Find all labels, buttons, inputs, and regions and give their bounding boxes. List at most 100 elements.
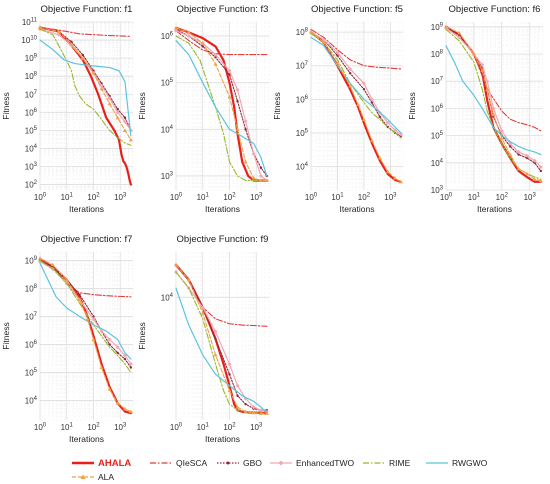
grid <box>175 252 270 420</box>
data-point <box>128 362 133 366</box>
data-point <box>186 34 191 39</box>
y-tick-label: 108 <box>25 284 38 294</box>
series-ala <box>444 24 543 183</box>
data-point <box>370 101 374 104</box>
x-tick-label: 101 <box>197 193 210 203</box>
legend-item-qiesca: QIeSCA <box>150 458 208 468</box>
y-tick-label: 106 <box>161 32 174 42</box>
data-point <box>200 310 205 315</box>
data-point <box>398 179 403 184</box>
series-rwgwo <box>175 39 268 177</box>
legend-label: RIME <box>389 458 411 468</box>
data-point <box>480 68 485 72</box>
legend-item-gbo: GBO <box>217 458 262 468</box>
data-point <box>108 343 111 346</box>
x-tick-label: 100 <box>170 423 183 433</box>
series-line <box>39 257 132 298</box>
legend-marker <box>278 460 284 466</box>
data-point <box>361 117 366 122</box>
legend-label: GBO <box>243 458 262 468</box>
series-rime <box>175 35 268 182</box>
y-tick-label: 108 <box>296 28 309 38</box>
series-line <box>39 28 132 146</box>
legend-marker <box>226 461 230 465</box>
chart-title: Objective Function: f6 <box>449 4 541 15</box>
x-axis-label: Iterations <box>69 434 104 444</box>
chart-title: Objective Function: f9 <box>177 234 269 245</box>
data-point <box>50 262 55 267</box>
series-line <box>445 28 542 180</box>
series-line <box>39 257 132 413</box>
legend-label: ALA <box>98 472 114 482</box>
data-point <box>99 365 104 369</box>
x-axis-label: Iterations <box>205 434 240 444</box>
data-point <box>128 409 133 414</box>
data-point <box>227 68 232 73</box>
data-point <box>107 96 112 101</box>
y-axis-label: Fitness <box>137 92 147 119</box>
data-point <box>227 388 232 393</box>
legend-item-ala: ALA <box>72 472 114 482</box>
x-tick-label: 102 <box>358 193 371 203</box>
series-rwgwo <box>175 287 268 413</box>
y-tick-label: 105 <box>25 368 38 378</box>
y-tick-label: 109 <box>431 22 444 32</box>
data-point <box>243 119 248 124</box>
y-tick-label: 102 <box>25 180 38 190</box>
data-point <box>214 337 217 341</box>
series-line <box>39 26 132 141</box>
data-point <box>174 25 178 30</box>
data-point <box>499 136 504 140</box>
series-rime <box>39 28 132 146</box>
data-point <box>77 297 82 302</box>
y-tick-label: 104 <box>25 144 38 154</box>
series-line <box>445 45 542 156</box>
y-axis-label: Fitness <box>272 92 282 119</box>
legend-item-rime: RIME <box>363 458 411 468</box>
data-point <box>348 83 353 88</box>
data-point <box>485 87 490 91</box>
data-point <box>258 411 263 415</box>
series-line <box>175 30 268 182</box>
x-tick-label: 101 <box>468 193 481 203</box>
data-point <box>457 30 462 35</box>
data-point <box>251 405 256 410</box>
series-line <box>310 33 402 139</box>
y-tick-label: 104 <box>431 158 444 168</box>
y-tick-label: 105 <box>161 78 174 88</box>
data-point <box>243 409 248 414</box>
data-point <box>361 81 366 86</box>
data-point <box>485 79 490 84</box>
y-tick-label: 107 <box>296 61 309 71</box>
data-point <box>56 29 61 33</box>
x-tick-label: 103 <box>250 193 263 203</box>
y-tick-label: 104 <box>161 293 174 303</box>
data-point <box>228 373 231 376</box>
data-point <box>107 337 112 342</box>
data-point <box>378 115 382 119</box>
data-point <box>336 54 339 57</box>
data-point <box>457 35 462 40</box>
x-axis-label: Iterations <box>205 204 240 214</box>
y-axis-label: Fitness <box>1 92 11 119</box>
y-tick-label: 105 <box>296 128 309 138</box>
grid <box>175 21 270 191</box>
data-point <box>128 137 133 142</box>
x-tick-label: 100 <box>170 193 183 203</box>
data-point <box>38 25 42 29</box>
data-point <box>80 56 85 60</box>
data-point <box>393 176 398 180</box>
series-line <box>175 30 268 56</box>
data-point <box>115 401 120 405</box>
series-qiesca <box>310 28 402 70</box>
series-line <box>175 271 268 413</box>
data-point <box>524 153 529 158</box>
data-point <box>517 153 520 156</box>
data-point <box>264 178 269 182</box>
data-point <box>335 50 340 55</box>
data-point <box>525 156 529 160</box>
y-tick-label: 107 <box>431 77 444 87</box>
y-tick-label: 1010 <box>21 36 37 46</box>
data-point <box>99 86 104 91</box>
